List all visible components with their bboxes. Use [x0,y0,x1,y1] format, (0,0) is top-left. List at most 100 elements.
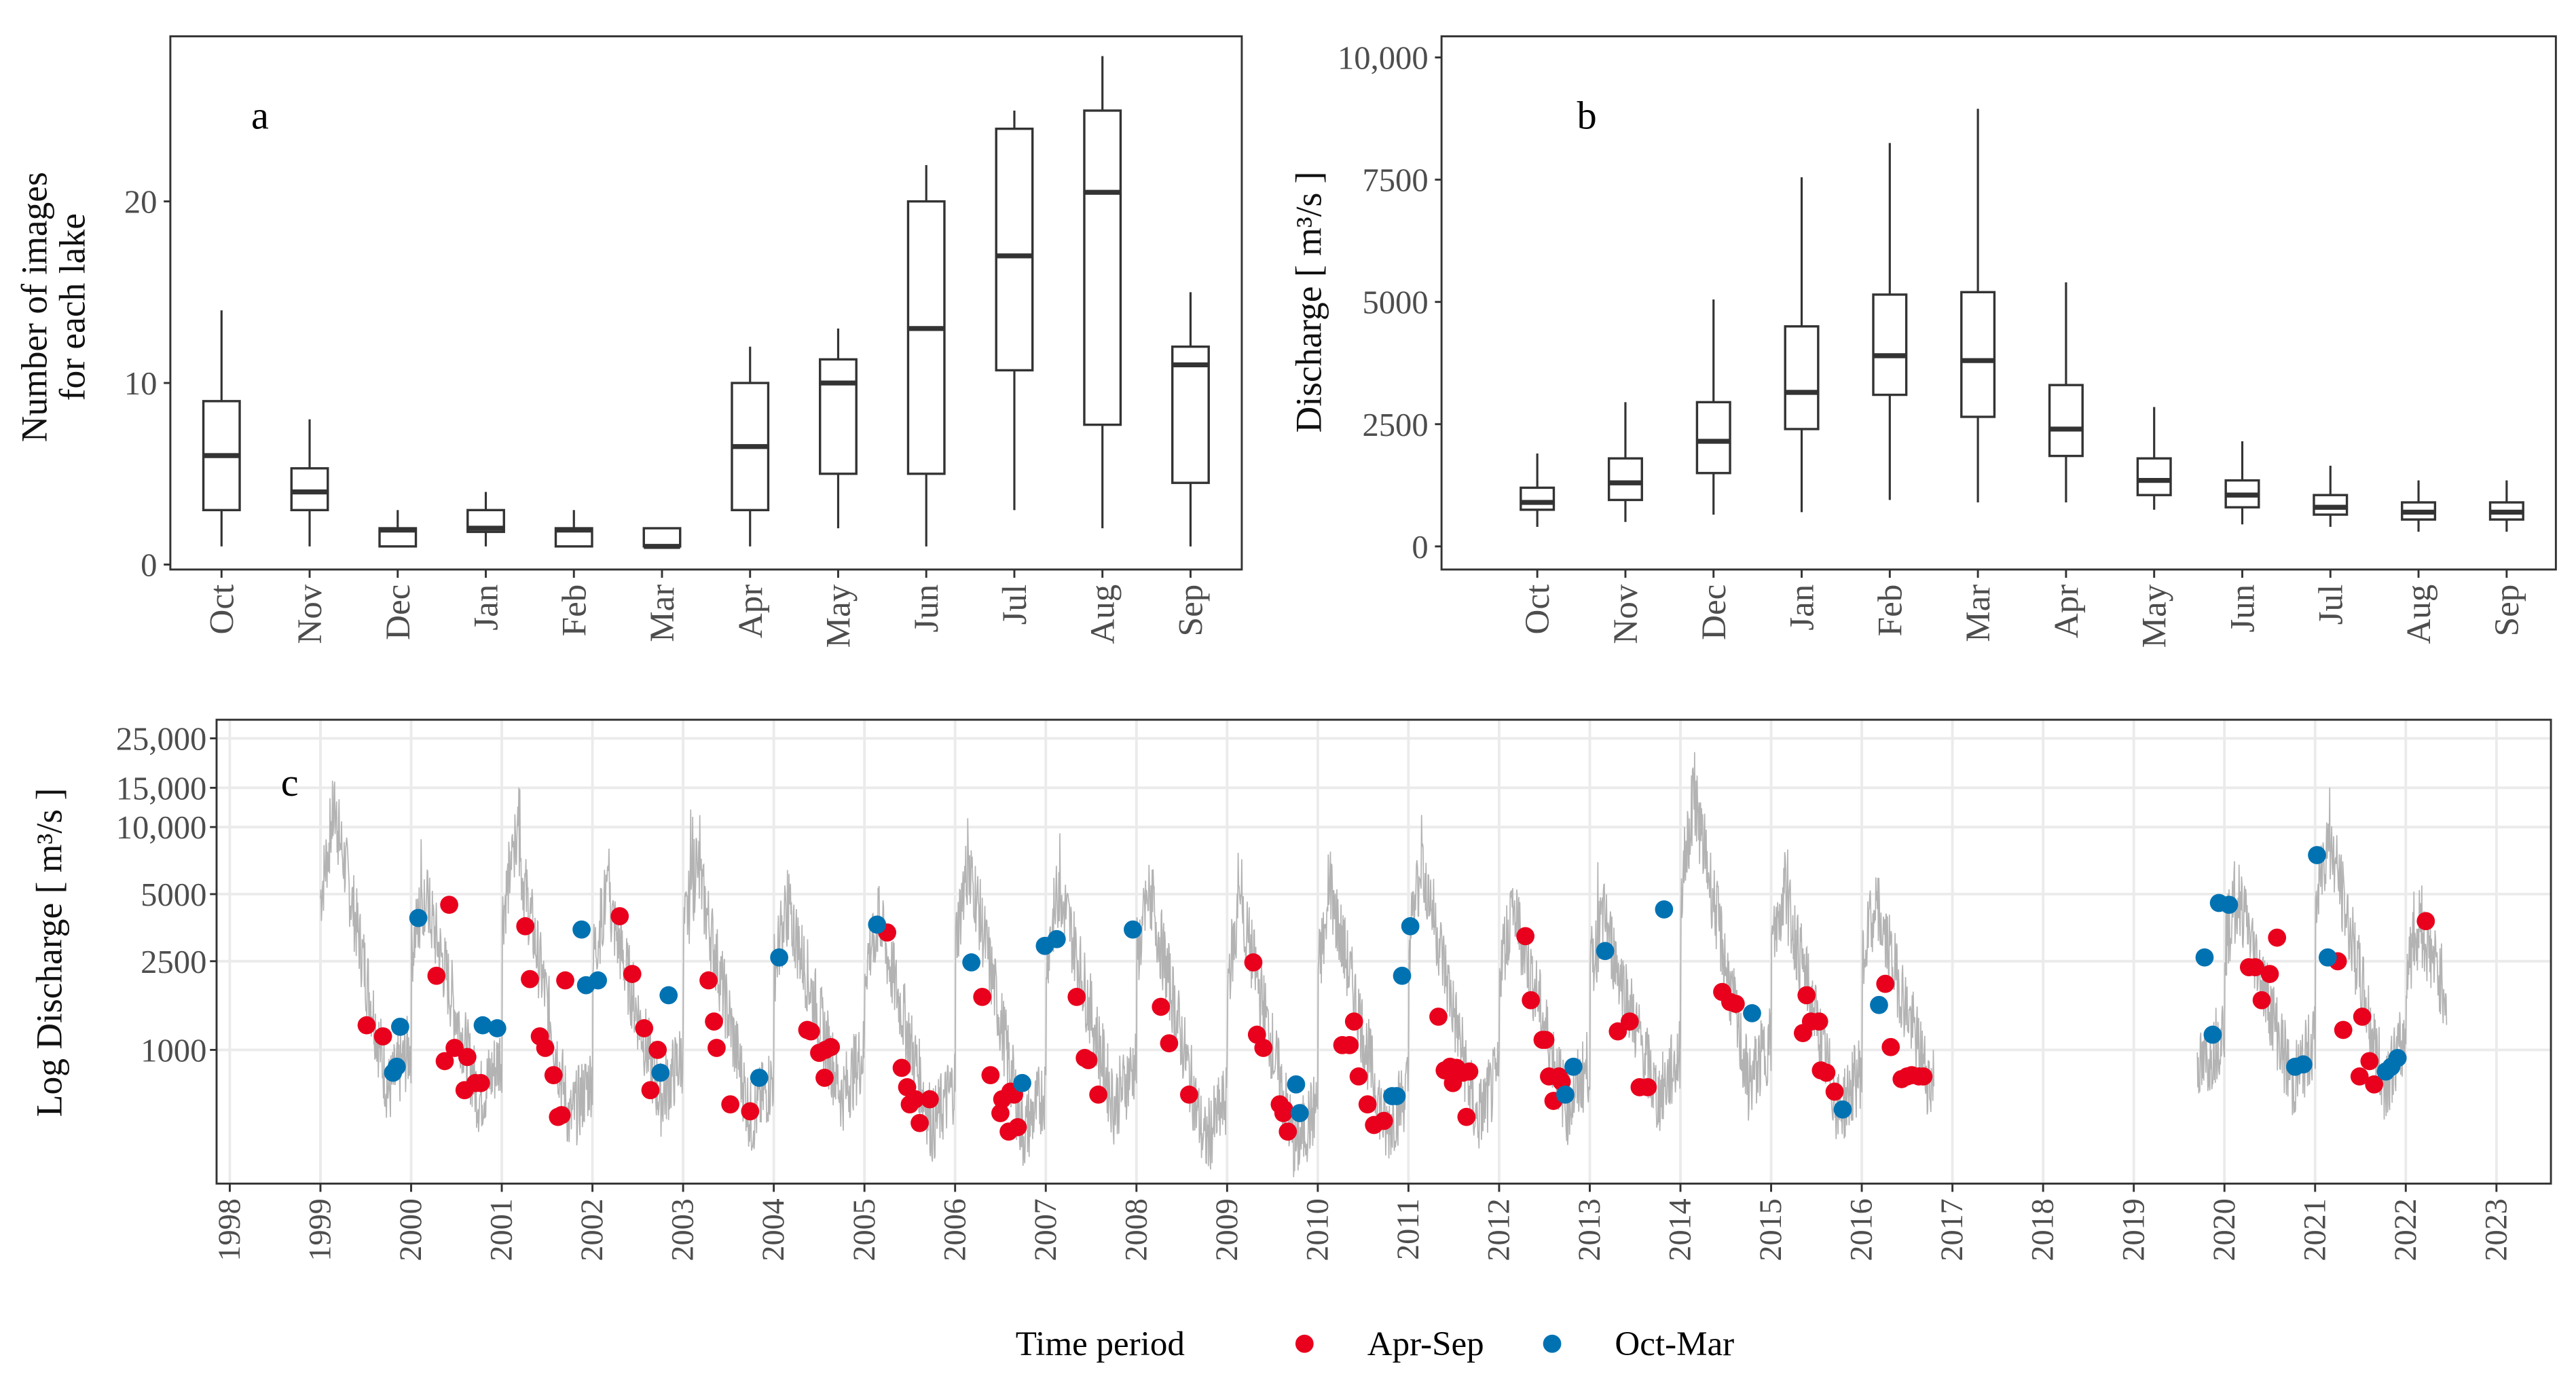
y-tick-label: 2500 [141,944,206,980]
point-oct-mar [2203,1025,2222,1044]
box-nov [290,467,329,512]
panel-a-box-plot: a Number of images for each lake 0 10 20 Oc… [14,35,1243,648]
point-apr-sep [2334,1020,2353,1039]
point-oct-mar [1387,1087,1406,1105]
x-tick-label: 2005 [847,1198,881,1261]
discharge-line [320,752,1935,1177]
y-tick-label: 20 [124,184,158,221]
x-tick-label-mar: Mar [643,585,682,642]
point-oct-mar [1013,1073,1031,1092]
panel-c-label: c [281,760,299,805]
panel-b-ylabel: Discharge [ m³/s ] [1289,172,1329,433]
x-tick-label-feb: Feb [1871,585,1909,637]
x-tick-label-may: May [819,584,858,648]
point-apr-sep [815,1069,834,1087]
point-apr-sep [1876,974,1895,993]
point-oct-mar [1287,1075,1306,1094]
point-oct-mar [409,908,428,927]
x-tick-label: 2006 [937,1198,972,1261]
point-apr-sep [1608,1022,1627,1041]
point-apr-sep [1160,1034,1179,1053]
x-tick-label-nov: Nov [291,584,329,644]
x-tick-label: 2016 [1844,1198,1879,1261]
x-tick-label: 2013 [1572,1198,1606,1261]
point-apr-sep [1727,995,1745,1013]
x-tick-label-oct: Oct [1518,585,1557,635]
panel-c-time-series: Log Discharge [ m³/s ] 1998 1999 2000 2001 2… [29,718,2552,1261]
legend-oct-mar-label: Oct-Mar [1615,1325,1734,1363]
point-apr-sep [981,1066,1000,1084]
x-tick-label-aug: Aug [1084,585,1122,644]
box-jun [906,200,946,475]
x-tick-label-dec: Dec [379,585,418,640]
x-tick-label: 1998 [212,1198,246,1261]
point-apr-sep [1278,1122,1298,1141]
x-tick-label: 2020 [2207,1198,2241,1261]
point-oct-mar [770,948,788,967]
point-apr-sep [1008,1118,1027,1137]
box-may [2136,457,2172,496]
point-apr-sep [920,1090,939,1109]
box-oct [1520,486,1556,511]
x-tick-label: 2023 [2478,1198,2513,1261]
x-tick-label: 2022 [2388,1198,2423,1261]
point-apr-sep [801,1022,820,1041]
point-apr-sep [2260,965,2279,983]
panel-b-label: b [1577,94,1597,138]
point-apr-sep [705,1012,723,1031]
point-apr-sep [445,1039,464,1057]
point-oct-mar [2195,948,2214,967]
point-apr-sep [2350,1067,2369,1086]
x-tick-label: 2019 [2116,1198,2150,1261]
point-apr-sep [1344,1012,1363,1031]
point-apr-sep [1638,1077,1657,1096]
x-tick-label-apr: Apr [731,585,770,638]
box-jul [995,127,1034,372]
y-tick-label: 10,000 [1338,40,1429,77]
point-apr-sep [1549,1067,1568,1086]
point-apr-sep [699,971,718,990]
point-oct-mar [1655,900,1674,919]
y-tick-label: 0 [141,547,157,584]
x-tick-label: 2014 [1663,1198,1697,1261]
plot-frame [1440,35,2557,571]
x-tick-label-nov: Nov [1606,584,1645,644]
point-apr-sep [910,1113,929,1132]
x-tick-label: 1999 [303,1198,337,1261]
point-apr-sep [2268,928,2287,947]
point-apr-sep [435,1052,454,1071]
x-tick-label-may: May [2135,584,2174,648]
y-tick-label: 5000 [141,876,206,913]
point-apr-sep [1179,1085,1198,1104]
point-oct-mar [572,920,591,939]
y-tick-label: 10 [124,365,158,402]
point-apr-sep [1516,927,1535,946]
point-apr-sep [521,970,539,989]
point-apr-sep [2246,958,2264,976]
x-tick-label: 2010 [1300,1198,1334,1261]
x-tick-label-sep: Sep [2488,585,2526,637]
point-oct-mar [1556,1085,1575,1104]
x-tick-label-jan: Jan [1783,585,1822,631]
point-apr-sep [2252,991,2271,1010]
x-tick-label-oct: Oct [202,585,241,635]
y-tick-label: 0 [1412,529,1428,566]
legend-apr-sep-marker [1295,1334,1314,1353]
point-apr-sep [357,1016,376,1035]
point-apr-sep [1079,1051,1098,1069]
point-apr-sep [1914,1067,1933,1086]
point-apr-sep [1457,1107,1476,1126]
point-apr-sep [707,1039,726,1057]
box-mar [1960,291,1996,418]
x-tick-label: 2021 [2297,1198,2332,1261]
point-oct-mar [1743,1004,1761,1022]
x-tick-label: 2009 [1209,1198,1244,1261]
point-oct-mar [2220,895,2239,915]
point-apr-sep [440,895,458,915]
point-oct-mar [1401,917,1420,936]
y-tick-label: 10,000 [116,809,207,846]
panel-a-label: a [251,94,269,138]
point-apr-sep [1797,986,1816,1005]
point-oct-mar [1870,995,1888,1014]
box-sep [1171,345,1210,484]
